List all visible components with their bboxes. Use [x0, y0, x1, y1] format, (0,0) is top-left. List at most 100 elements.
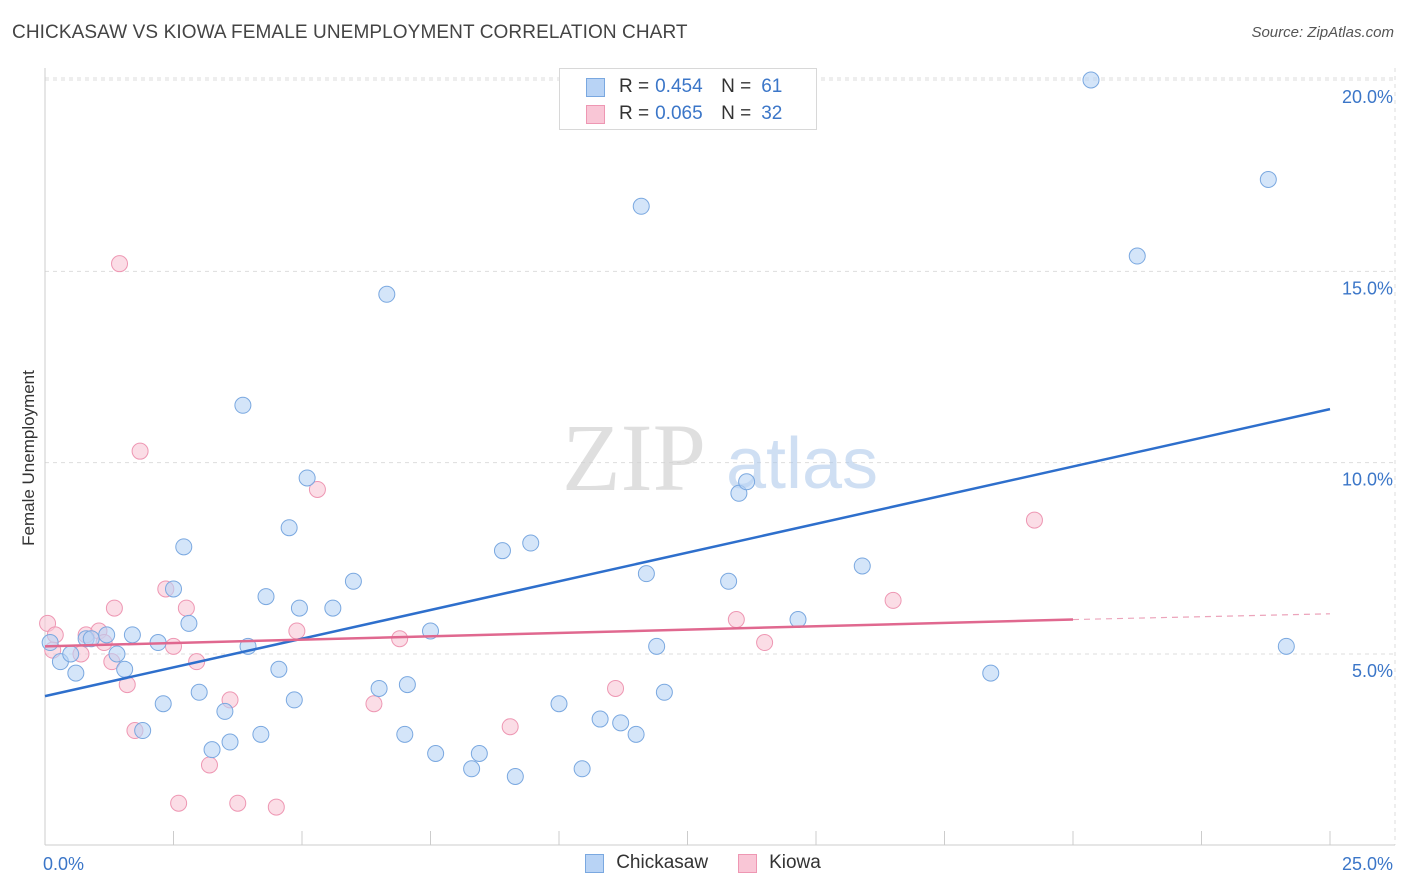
point-kiowa	[756, 634, 774, 652]
series-label-kiowa: Kiowa	[769, 852, 821, 873]
point-chickasaw	[648, 637, 666, 655]
point-kiowa	[288, 622, 306, 640]
trend-extension-kiowa	[1072, 613, 1331, 621]
watermark-atlas: atlas	[726, 424, 878, 504]
point-chickasaw	[203, 741, 221, 759]
x-tick-label: 0.0%	[43, 854, 84, 874]
grid-lines	[45, 68, 1396, 845]
series-legend-chickasaw[interactable]: Chickasaw	[585, 852, 708, 874]
point-kiowa	[131, 442, 149, 460]
legend-swatch-kiowa	[586, 104, 605, 124]
y-tick-label: 20.0%	[1342, 87, 1393, 107]
point-chickasaw	[398, 676, 416, 694]
point-chickasaw	[190, 683, 208, 701]
point-chickasaw	[116, 660, 134, 678]
watermark: ZIP atlas	[562, 404, 878, 511]
point-chickasaw	[1259, 170, 1277, 188]
y-tick-label: 5.0%	[1352, 661, 1393, 681]
legend-row-chickasaw: R = 0.454 N = 61	[586, 75, 782, 99]
legend-swatch-chickasaw	[586, 77, 605, 97]
point-chickasaw	[298, 469, 316, 487]
point-chickasaw	[234, 396, 252, 414]
point-kiowa	[365, 695, 383, 713]
axes	[44, 68, 1395, 846]
point-kiowa	[111, 255, 129, 273]
point-kiowa	[607, 679, 625, 697]
chart-title: CHICKASAW VS KIOWA FEMALE UNEMPLOYMENT C…	[12, 22, 688, 43]
trend-lines	[44, 407, 1331, 698]
point-chickasaw	[522, 534, 540, 552]
point-chickasaw	[470, 744, 488, 762]
point-chickasaw	[655, 683, 673, 701]
point-chickasaw	[134, 722, 152, 740]
point-chickasaw	[1128, 247, 1146, 265]
point-chickasaw	[290, 599, 308, 617]
point-chickasaw	[632, 197, 650, 215]
point-chickasaw	[612, 714, 630, 732]
point-chickasaw	[550, 695, 568, 713]
point-kiowa	[1025, 511, 1043, 529]
point-chickasaw	[1082, 71, 1100, 89]
point-kiowa	[308, 480, 326, 498]
series-swatch-kiowa	[738, 853, 758, 873]
legend-n-label: N =	[721, 76, 752, 97]
point-kiowa	[267, 798, 285, 816]
point-chickasaw	[252, 725, 270, 743]
point-chickasaw	[67, 664, 85, 682]
point-chickasaw	[108, 645, 126, 663]
point-kiowa	[165, 637, 182, 655]
point-chickasaw	[789, 611, 807, 629]
legend-r-label: R =	[619, 103, 650, 124]
point-chickasaw	[280, 519, 298, 537]
legend-row-kiowa: R = 0.065 N = 32	[586, 102, 782, 126]
point-chickasaw	[1277, 637, 1295, 655]
y-axis-label: Female Unemployment	[19, 370, 38, 546]
point-kiowa	[501, 718, 519, 736]
legend: R = 0.454 N = 61 R = 0.065 N = 32	[559, 68, 817, 130]
point-chickasaw	[221, 733, 239, 751]
point-kiowa	[391, 630, 409, 648]
point-chickasaw	[378, 285, 396, 303]
point-kiowa	[200, 756, 218, 774]
point-chickasaw	[982, 664, 1000, 682]
watermark-zip: ZIP	[562, 404, 706, 511]
point-chickasaw	[427, 744, 445, 762]
point-chickasaw	[285, 691, 303, 709]
y-tick-label: 10.0%	[1342, 470, 1393, 490]
point-chickasaw	[493, 542, 511, 560]
source-label: Source: ZipAtlas.com	[1251, 24, 1394, 41]
point-chickasaw	[506, 767, 524, 785]
point-chickasaw	[627, 725, 645, 743]
point-kiowa	[229, 794, 247, 812]
legend-r-value: 0.454	[655, 76, 703, 97]
series-label-chickasaw: Chickasaw	[616, 852, 709, 873]
point-chickasaw	[154, 695, 172, 713]
point-chickasaw	[62, 645, 80, 663]
series-legend: Chickasaw Kiowa	[0, 852, 1406, 874]
point-chickasaw	[573, 760, 591, 778]
point-kiowa	[170, 794, 188, 812]
point-chickasaw	[396, 725, 414, 743]
point-chickasaw	[98, 626, 116, 644]
series-legend-kiowa[interactable]: Kiowa	[738, 852, 821, 874]
point-kiowa	[105, 599, 123, 617]
legend-r-label: R =	[619, 76, 650, 97]
point-chickasaw	[270, 660, 288, 678]
point-chickasaw	[216, 702, 234, 720]
point-chickasaw	[41, 634, 59, 652]
point-chickasaw	[123, 626, 141, 644]
data-points	[39, 71, 1295, 816]
point-chickasaw	[165, 580, 182, 598]
point-chickasaw	[591, 710, 609, 728]
trend-line-chickasaw	[44, 407, 1331, 698]
tick-labels: 5.0% 10.0% 15.0% 20.0% 0.0% 25.0%	[43, 87, 1393, 874]
trend-line-kiowa	[44, 618, 1074, 648]
legend-n-value: 32	[761, 103, 783, 124]
point-chickasaw	[180, 614, 198, 632]
legend-n-value: 61	[761, 76, 783, 97]
point-chickasaw	[344, 572, 362, 590]
point-chickasaw	[324, 599, 342, 617]
point-kiowa	[177, 599, 195, 617]
point-chickasaw	[257, 588, 275, 606]
